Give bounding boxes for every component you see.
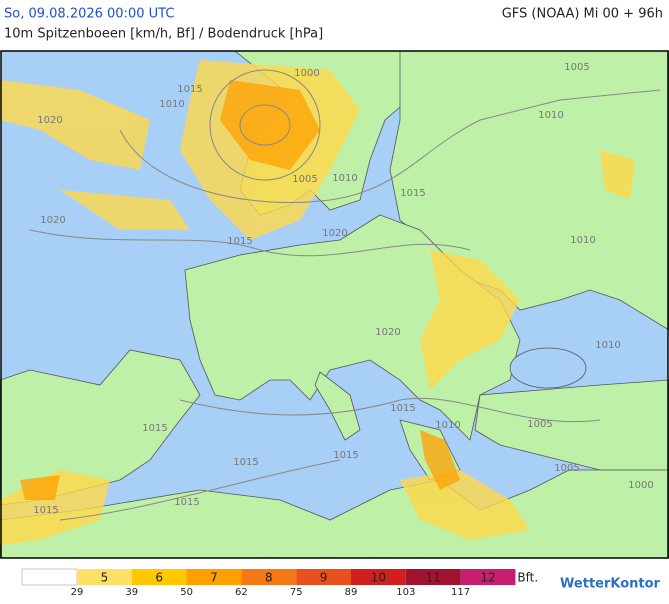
legend-unit: Bft.	[517, 571, 538, 585]
legend-threshold: 75	[290, 587, 303, 598]
logo: WetterKontor	[560, 577, 661, 592]
isobar-label: 1020	[40, 215, 65, 226]
legend-swatch	[351, 569, 406, 585]
legend-level: 6	[155, 571, 163, 585]
legend-threshold: 50	[180, 587, 193, 598]
legend-threshold: 62	[235, 587, 248, 598]
isobar-label: 1015	[174, 497, 199, 508]
isobar-label: 1005	[554, 463, 579, 474]
isobar-label: 1000	[628, 480, 653, 491]
legend-level: 7	[210, 571, 218, 585]
map	[0, 50, 669, 559]
isobar-label: 1015	[390, 403, 415, 414]
legend-threshold: 89	[345, 587, 358, 598]
isobar-label: 1015	[33, 505, 58, 516]
isobar-label: 1020	[375, 327, 400, 338]
isobar-label: 1015	[142, 423, 167, 434]
legend-swatch	[460, 569, 516, 585]
isobar-label: 1010	[159, 99, 184, 110]
legend-swatch	[186, 569, 242, 585]
legend-level: 12	[480, 571, 495, 585]
legend-threshold: 103	[396, 587, 415, 598]
subtitle: 10m Spitzenboeen [km/h, Bf] / Bodendruck…	[4, 27, 323, 42]
datetime: So, 09.08.2026 00:00 UTC	[4, 7, 174, 22]
isobar-label: 1020	[322, 228, 347, 239]
legend-level: 11	[426, 571, 441, 585]
legend-threshold: 29	[71, 587, 84, 598]
legend-level: 8	[265, 571, 273, 585]
legend-threshold: 117	[451, 587, 470, 598]
legend: 5 6 7 8 9 10 11 12 Bft.29 39 50 62 75 89 103 117	[21, 568, 538, 598]
isobar-label: 1005	[527, 419, 552, 430]
legend-threshold: 39	[125, 587, 138, 598]
isobar-label: 1015	[400, 188, 425, 199]
legend-swatch	[405, 569, 461, 585]
model-run: GFS (NOAA) Mi 00 + 96h	[502, 7, 663, 22]
isobar-label: 1015	[227, 236, 252, 247]
isobar-label: 1015	[233, 457, 258, 468]
isobar-label: 1010	[332, 173, 357, 184]
isobar-label: 1020	[37, 115, 62, 126]
isobar-label: 1010	[538, 110, 563, 121]
isobar-label: 1005	[292, 174, 317, 185]
isobar-label: 1010	[570, 235, 595, 246]
legend-swatch	[131, 569, 187, 585]
legend-level: 10	[371, 571, 386, 585]
isobar-label: 1015	[333, 450, 358, 461]
isobar-label: 1015	[177, 84, 202, 95]
legend-level: 5	[101, 571, 109, 585]
legend-swatch	[296, 569, 351, 585]
isobar-label: 1010	[595, 340, 620, 351]
legend-swatch	[241, 569, 297, 585]
isobar-labels: 1000 1005 1015 1010 1020 1010 1005 1010 1015 1020…	[33, 62, 653, 516]
isobar-label: 1000	[294, 68, 319, 79]
legend-level: 9	[320, 571, 328, 585]
isobar-label: 1005	[564, 62, 589, 73]
isobar-label: 1010	[435, 420, 460, 431]
legend-swatch	[77, 569, 132, 585]
